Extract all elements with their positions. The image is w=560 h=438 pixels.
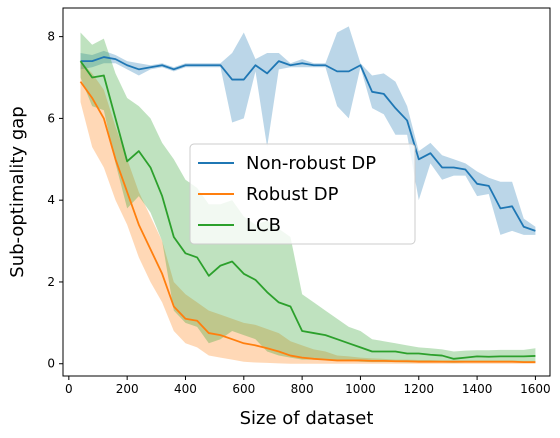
x-tick-label: 600 <box>232 382 255 396</box>
legend-label-robust-dp: Robust DP <box>246 184 339 205</box>
plot-frame <box>62 7 551 377</box>
y-tick-label: 2 <box>47 275 55 289</box>
line-robust-dp <box>79 81 536 364</box>
legend: Non-robust DP Robust DP LCB <box>189 143 416 245</box>
confidence-bands <box>80 26 536 364</box>
y-tick-label: 8 <box>47 30 55 44</box>
line-non-robust-dp <box>80 56 536 232</box>
x-tick-label: 800 <box>291 382 314 396</box>
y-tick-label: 6 <box>47 111 55 125</box>
x-tick-label: 200 <box>116 382 139 396</box>
y-axis-label: Sub-optimality gap <box>7 106 28 277</box>
band-lcb <box>80 32 536 363</box>
x-tick-label: 1600 <box>520 382 551 396</box>
x-tick-label: 400 <box>174 382 197 396</box>
x-axis-ticks: 0 200 400 600 800 1000 1200 1400 1600 <box>65 376 551 396</box>
legend-box <box>189 143 416 245</box>
legend-label-lcb: LCB <box>246 215 281 236</box>
x-tick-label: 1000 <box>345 382 376 396</box>
legend-label-non-robust-dp: Non-robust DP <box>246 153 376 174</box>
line-lcb <box>79 60 536 360</box>
band-non-robust-dp <box>80 26 536 235</box>
series-lines <box>79 56 536 364</box>
x-axis-label: Size of dataset <box>240 408 374 429</box>
y-axis-ticks: 0 2 4 6 8 <box>47 30 63 371</box>
x-tick-label: 0 <box>65 382 73 396</box>
x-tick-label: 1200 <box>403 382 434 396</box>
y-tick-label: 4 <box>47 193 55 207</box>
x-tick-label: 1400 <box>462 382 493 396</box>
y-tick-label: 0 <box>47 357 55 371</box>
